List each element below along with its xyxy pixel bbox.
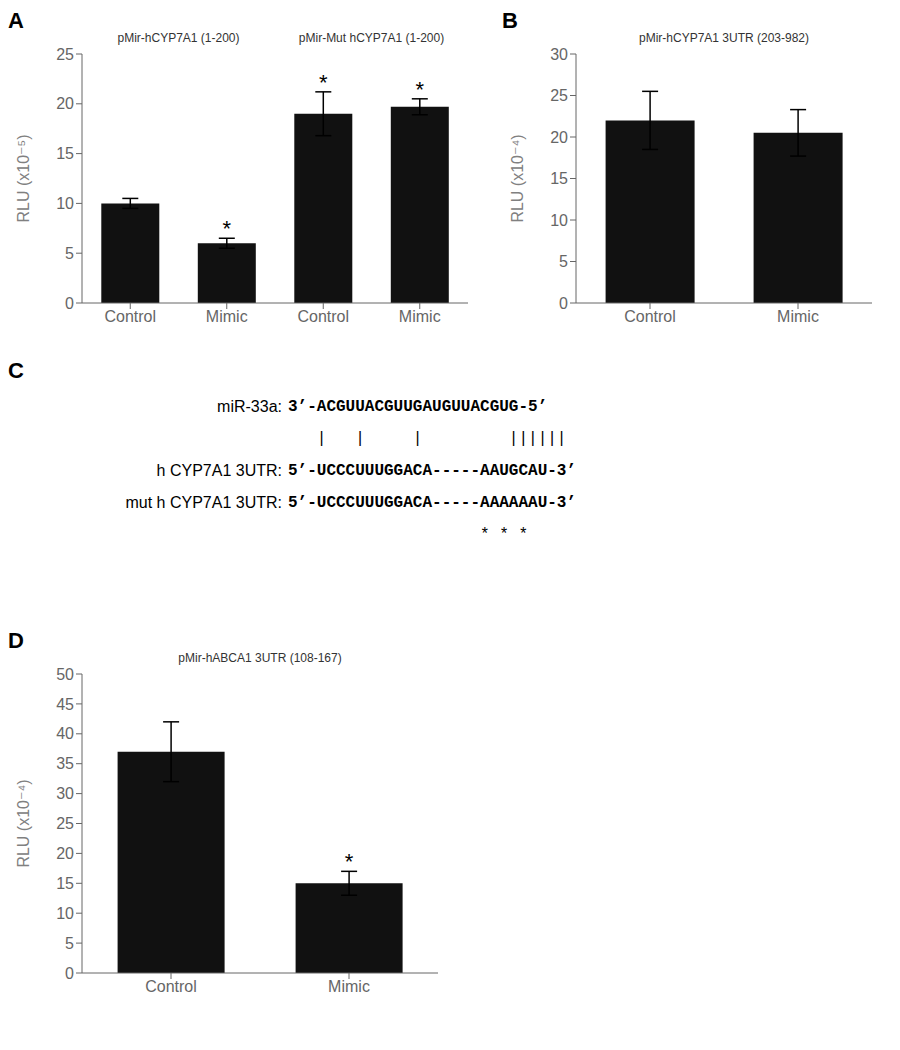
svg-text:Mimic: Mimic [328, 978, 370, 995]
html-text:B: B [502, 8, 518, 33]
svg-text:Control: Control [624, 308, 676, 325]
svg-text:0: 0 [559, 295, 568, 312]
html-text:A: A [8, 8, 24, 33]
svg-text:20: 20 [56, 845, 74, 862]
svg-text:Mimic: Mimic [777, 308, 819, 325]
svg-text:30: 30 [550, 46, 568, 63]
svg-text:pMir-hCYP7A1 (1-200): pMir-hCYP7A1 (1-200) [117, 31, 239, 45]
svg-text:10: 10 [550, 212, 568, 229]
svg-text:Control: Control [145, 978, 197, 995]
svg-text:50: 50 [56, 666, 74, 683]
html-text:C: C [8, 358, 24, 383]
svg-text:Mimic: Mimic [206, 308, 248, 325]
svg-text:10: 10 [56, 195, 74, 212]
svg-text:15: 15 [56, 145, 74, 162]
svg-text:10: 10 [56, 905, 74, 922]
html-text:miR-33a: 3’-ACGUUACGUUGAUGUUAC: miR-33a: 3’-ACGUUACGUUGAUGUUACGUG-5’ [217, 398, 548, 416]
svg-text:20: 20 [550, 129, 568, 146]
svg-text:RLU (x10⁻⁴): RLU (x10⁻⁴) [509, 134, 526, 222]
svg-text:Control: Control [297, 308, 349, 325]
svg-text:0: 0 [65, 295, 74, 312]
svg-text:15: 15 [56, 875, 74, 892]
svg-text:*: * [345, 849, 354, 874]
svg-text:40: 40 [56, 725, 74, 742]
html-text:D: D [8, 628, 24, 653]
svg-text:0: 0 [65, 965, 74, 982]
svg-text:pMir-hCYP7A1 3UTR (203-982): pMir-hCYP7A1 3UTR (203-982) [639, 31, 809, 45]
svg-text:15: 15 [550, 170, 568, 187]
svg-text:pMir-Mut hCYP7A1 (1-200): pMir-Mut hCYP7A1 (1-200) [299, 31, 444, 45]
svg-text:RLU (x10⁻⁴): RLU (x10⁻⁴) [15, 779, 32, 867]
svg-text:*: * [223, 216, 232, 241]
svg-text:20: 20 [56, 95, 74, 112]
svg-text:5: 5 [65, 935, 74, 952]
html-text:h CYP7A1 3UTR: 5’-UCCCUUUGGACA: h CYP7A1 3UTR: 5’-UCCCUUUGGACA-----AAUGC… [156, 462, 576, 480]
svg-text:25: 25 [56, 46, 74, 63]
svg-text:*: * [416, 77, 425, 102]
svg-text:Mimic: Mimic [399, 308, 441, 325]
svg-text:5: 5 [559, 253, 568, 270]
svg-text:*: * [319, 70, 328, 95]
svg-text:pMir-hABCA1 3UTR (108-167): pMir-hABCA1 3UTR (108-167) [178, 651, 341, 665]
svg-text:30: 30 [56, 785, 74, 802]
svg-text:35: 35 [56, 755, 74, 772]
svg-text:5: 5 [65, 245, 74, 262]
svg-text:45: 45 [56, 696, 74, 713]
svg-text:25: 25 [550, 87, 568, 104]
svg-text:RLU (x10⁻⁵): RLU (x10⁻⁵) [15, 135, 32, 223]
html-text:mut h CYP7A1 3UTR: 5’-UCCCUUUG: mut h CYP7A1 3UTR: 5’-UCCCUUUGGACA-----A… [125, 494, 576, 512]
svg-text:Control: Control [104, 308, 156, 325]
svg-text:25: 25 [56, 815, 74, 832]
